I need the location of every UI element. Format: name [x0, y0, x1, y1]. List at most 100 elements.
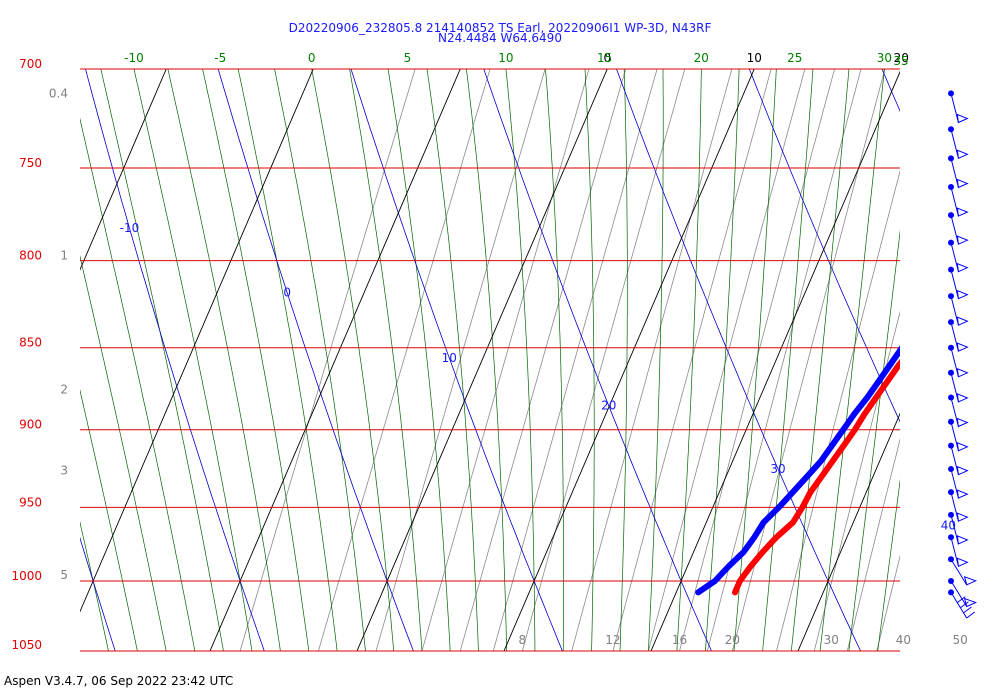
moist-adiabat-line [237, 69, 338, 651]
moist-adiabat-line [133, 69, 253, 651]
wind-barb [950, 186, 969, 217]
pressure-tick-label: 850 [19, 336, 42, 350]
isotherm-label: 10 [747, 51, 762, 65]
isotherm-line [80, 69, 167, 271]
footer-version-timestamp: Aspen V3.4.7, 06 Sep 2022 23:42 UTC [4, 674, 234, 688]
dry-adiabat-label: 20 [601, 399, 616, 413]
moist-adiabat-line [933, 44, 1000, 667]
chart-title-line-2: N24.4484 W64.6490 [438, 31, 562, 45]
height-label: 0.4 [49, 86, 68, 100]
moist-adiabat-line [762, 69, 814, 651]
isotherm-label: 20 [894, 51, 909, 65]
moist-adiabat-line [733, 69, 777, 651]
moist-adiabat-line [80, 117, 196, 651]
wind-barb [950, 322, 969, 352]
dry-adiabats [80, 69, 900, 651]
pressure-tick-label: 900 [19, 418, 42, 432]
moist-adiabat-line [904, 44, 990, 667]
dry-adiabat-label: 0 [283, 286, 291, 300]
pressure-tick-label: 1000 [11, 569, 42, 583]
mixing-ratio-line [986, 48, 1000, 664]
mixing-ratio-label: 50 [952, 633, 967, 647]
mixing-ratio-line [876, 554, 900, 651]
mixing-ratio-line [492, 69, 658, 651]
mixing-ratio-label: 40 [896, 633, 911, 647]
mixing-ratio-label: 12 [605, 633, 620, 647]
wind-barb [950, 158, 969, 189]
moist-adiabat-line [80, 255, 167, 651]
moist-adiabat-line [819, 69, 885, 651]
wind-barbs [948, 90, 978, 619]
temperature-trace [732, 358, 900, 596]
moist-adiabat-label: -5 [214, 51, 226, 65]
mixing-ratio-line [846, 438, 900, 651]
mixing-ratio-label: 30 [824, 633, 839, 647]
mixing-ratio-lines [239, 48, 1000, 664]
wind-barb [950, 214, 969, 245]
moist-adiabat-line [877, 478, 900, 651]
moist-adiabat-label: 35 [893, 54, 908, 68]
wind-barb [950, 580, 978, 608]
moist-adiabat-label: 15 [597, 51, 612, 65]
pressure-tick-label: 700 [19, 57, 42, 71]
moist-adiabat-line [991, 44, 1000, 667]
dry-adiabat-line [80, 536, 116, 651]
moist-adiabat-label: 0 [308, 51, 316, 65]
wind-barb [950, 514, 969, 545]
isotherm-line [797, 412, 900, 651]
wind-barb [950, 347, 969, 378]
mixing-ratio-label: 20 [725, 633, 740, 647]
moist-adiabat-line [545, 69, 564, 651]
mixing-ratio-line [612, 69, 772, 651]
mixing-ratio-line [521, 69, 686, 651]
dry-adiabat-label: 30 [770, 462, 785, 476]
dewpoint-trace [695, 345, 900, 596]
moist-adiabat-line [100, 69, 224, 651]
moist-adiabats [80, 44, 1000, 667]
isobars [80, 68, 900, 652]
mixing-ratio-line [421, 69, 590, 651]
mixing-ratio-line [317, 69, 491, 651]
moist-adiabat-label: 10 [498, 51, 513, 65]
wind-barb [950, 592, 975, 619]
dry-adiabat-line [217, 69, 414, 651]
wind-barb [950, 93, 969, 124]
dry-adiabat-line [616, 69, 862, 651]
wind-barb [950, 397, 969, 428]
height-label: 1 [60, 248, 68, 262]
wind-barb [950, 242, 969, 273]
isotherm-line [80, 69, 314, 613]
mixing-ratio-line [647, 69, 806, 651]
mixing-ratio-line [459, 69, 627, 651]
isotherms [80, 69, 900, 651]
mixing-ratio-line [706, 69, 862, 651]
moist-adiabat-label: -10 [124, 51, 144, 65]
wind-barb [950, 372, 969, 403]
pressure-tick-label: 750 [19, 156, 42, 170]
wind-barb [950, 295, 969, 326]
wind-barb [950, 537, 969, 568]
moist-adiabat-label: 5 [404, 51, 412, 65]
pressure-tick-label: 800 [19, 249, 42, 263]
height-label: 2 [60, 382, 68, 396]
moist-adiabat-label: 25 [787, 51, 802, 65]
wind-barb [950, 445, 969, 476]
isotherm-label: 0 [603, 51, 611, 65]
axis-labels: 700750800850900950100010500.412350102030… [11, 51, 1000, 652]
dry-adiabat-line [483, 69, 712, 651]
isotherm-line [650, 70, 900, 651]
wind-barb [950, 129, 969, 160]
isotherm-line [356, 69, 608, 651]
wind-barb [950, 421, 969, 452]
isotherm-line [209, 69, 461, 651]
moist-adiabat-line [962, 44, 1000, 667]
mixing-ratio-line [813, 310, 900, 651]
mixing-ratio-label: 8 [518, 633, 526, 647]
mixing-ratio-label: 16 [672, 633, 687, 647]
sounding-traces [695, 345, 900, 596]
dry-adiabat-line [85, 69, 265, 651]
wind-barb [950, 269, 969, 300]
moist-adiabat-line [311, 69, 395, 651]
dry-adiabat-label: 40 [941, 518, 956, 532]
